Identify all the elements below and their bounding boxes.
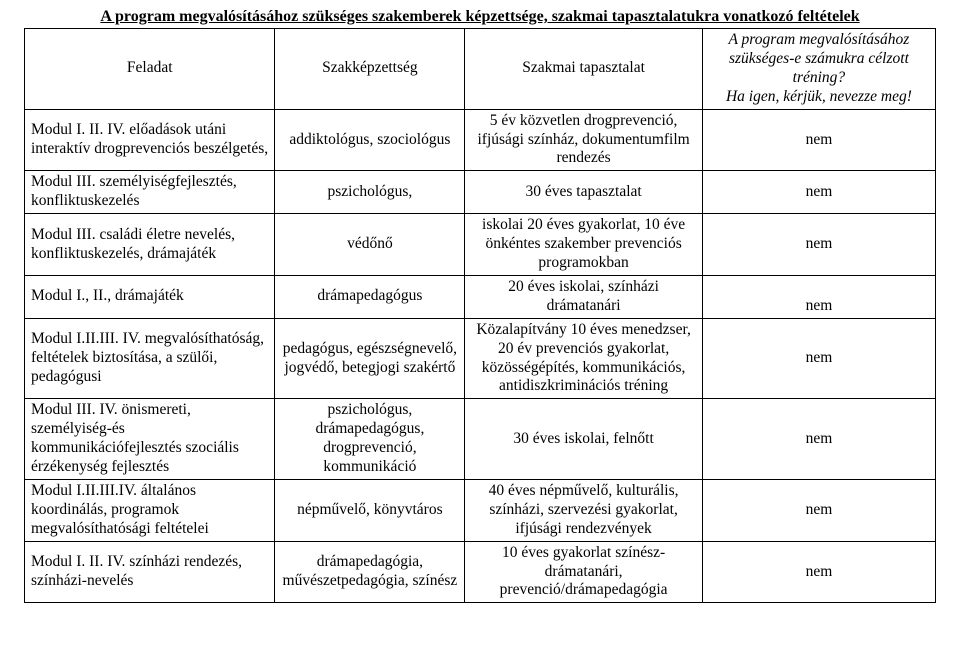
table-row: Modul I. II. IV. színházi rendezés, szín…: [25, 541, 936, 603]
cell-szak: védőnő: [275, 214, 465, 276]
table-row: Modul I., II., drámajáték drámapedagógus…: [25, 275, 936, 318]
cell-feladat: Modul I. II. IV. színházi rendezés, szín…: [25, 541, 275, 603]
table-row: Modul I.II.III. IV. megvalósíthatóság, f…: [25, 318, 936, 399]
cell-trening: nem: [702, 318, 935, 399]
cell-szak: pedagógus, egészségnevelő, jogvédő, bete…: [275, 318, 465, 399]
cell-feladat: Modul I., II., drámajáték: [25, 275, 275, 318]
table-row: Modul III. családi életre nevelés, konfl…: [25, 214, 936, 276]
cell-trening: nem: [702, 171, 935, 214]
col-header-szakkepzettseg: Szakképzettség: [275, 29, 465, 110]
cell-tap: 5 év közvetlen drogprevenció, ifjúsági s…: [465, 109, 702, 171]
trening-header-line1: A program megvalósításához szükséges-e s…: [728, 31, 909, 86]
table-header-row: Feladat Szakképzettség Szakmai tapasztal…: [25, 29, 936, 110]
cell-szak: pszichológus, drámapedagógus, drogpreven…: [275, 399, 465, 480]
cell-szak: drámapedagógus: [275, 275, 465, 318]
cell-feladat: Modul III. személyiségfejlesztés, konfli…: [25, 171, 275, 214]
cell-szak: drámapedagógia, művészetpedagógia, színé…: [275, 541, 465, 603]
cell-trening: nem: [702, 541, 935, 603]
cell-feladat: Modul I.II.III.IV. általános koordinálás…: [25, 479, 275, 541]
table-row: Modul III. személyiségfejlesztés, konfli…: [25, 171, 936, 214]
cell-trening: nem: [702, 214, 935, 276]
requirements-table: Feladat Szakképzettség Szakmai tapasztal…: [24, 28, 936, 603]
cell-szak: addiktológus, szociológus: [275, 109, 465, 171]
cell-tap: Közalapítvány 10 éves menedzser, 20 év p…: [465, 318, 702, 399]
col-header-tapasztalat: Szakmai tapasztalat: [465, 29, 702, 110]
cell-feladat: Modul III. családi életre nevelés, konfl…: [25, 214, 275, 276]
cell-szak: népművelő, könyvtáros: [275, 479, 465, 541]
cell-trening: nem: [702, 275, 935, 318]
page-title: A program megvalósításához szükséges sza…: [24, 8, 936, 26]
table-row: Modul I. II. IV. előadások utáni interak…: [25, 109, 936, 171]
cell-tap: 20 éves iskolai, színházi drámatanári: [465, 275, 702, 318]
cell-trening: nem: [702, 399, 935, 480]
cell-tap: 40 éves népművelő, kulturális, színházi,…: [465, 479, 702, 541]
cell-trening: nem: [702, 479, 935, 541]
cell-feladat: Modul III. IV. önismereti, személyiség-é…: [25, 399, 275, 480]
cell-feladat: Modul I.II.III. IV. megvalósíthatóság, f…: [25, 318, 275, 399]
table-row: Modul I.II.III.IV. általános koordinálás…: [25, 479, 936, 541]
cell-tap: 30 éves tapasztalat: [465, 171, 702, 214]
table-row: Modul III. IV. önismereti, személyiség-é…: [25, 399, 936, 480]
cell-feladat: Modul I. II. IV. előadások utáni interak…: [25, 109, 275, 171]
cell-tap: 30 éves iskolai, felnőtt: [465, 399, 702, 480]
cell-tap: 10 éves gyakorlat színész-drámatanári, p…: [465, 541, 702, 603]
col-header-trening: A program megvalósításához szükséges-e s…: [702, 29, 935, 110]
cell-tap: iskolai 20 éves gyakorlat, 10 éve önként…: [465, 214, 702, 276]
cell-szak: pszichológus,: [275, 171, 465, 214]
cell-trening: nem: [702, 109, 935, 171]
table-body: Modul I. II. IV. előadások utáni interak…: [25, 109, 936, 603]
col-header-feladat: Feladat: [25, 29, 275, 110]
trening-header-line2: Ha igen, kérjük, nevezze meg!: [726, 88, 912, 105]
